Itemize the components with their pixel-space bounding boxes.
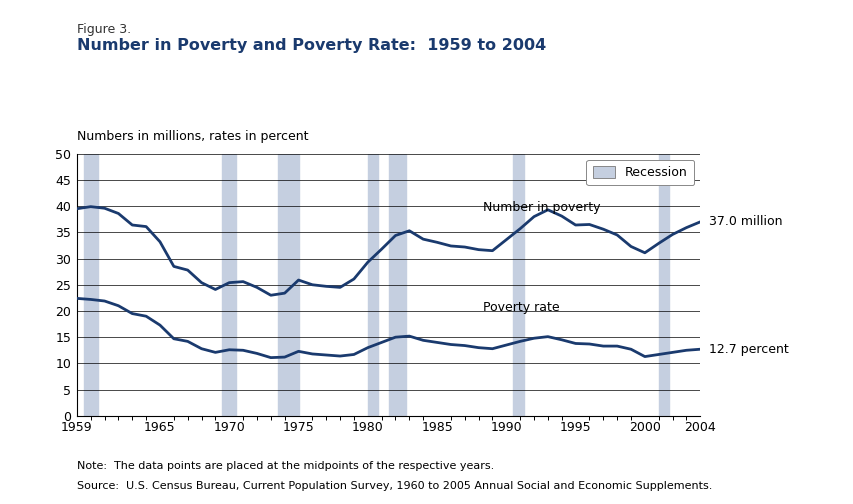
Text: Numbers in millions, rates in percent: Numbers in millions, rates in percent xyxy=(77,130,308,143)
Bar xyxy=(368,154,378,416)
Text: 37.0 million: 37.0 million xyxy=(708,215,781,228)
Text: Number in Poverty and Poverty Rate:  1959 to 2004: Number in Poverty and Poverty Rate: 1959… xyxy=(77,38,545,53)
Text: 12.7 percent: 12.7 percent xyxy=(708,343,787,356)
Text: Source:  U.S. Census Bureau, Current Population Survey, 1960 to 2005 Annual Soci: Source: U.S. Census Bureau, Current Popu… xyxy=(77,481,711,491)
Text: Figure 3.: Figure 3. xyxy=(77,23,131,36)
Text: Note:  The data points are placed at the midpoints of the respective years.: Note: The data points are placed at the … xyxy=(77,461,494,471)
Bar xyxy=(658,154,669,416)
Bar xyxy=(222,154,236,416)
Text: Poverty rate: Poverty rate xyxy=(482,300,559,313)
Bar xyxy=(277,154,299,416)
Bar xyxy=(388,154,405,416)
Text: Number in poverty: Number in poverty xyxy=(482,201,600,214)
Bar xyxy=(513,154,523,416)
Legend: Recession: Recession xyxy=(586,160,693,185)
Bar xyxy=(84,154,97,416)
